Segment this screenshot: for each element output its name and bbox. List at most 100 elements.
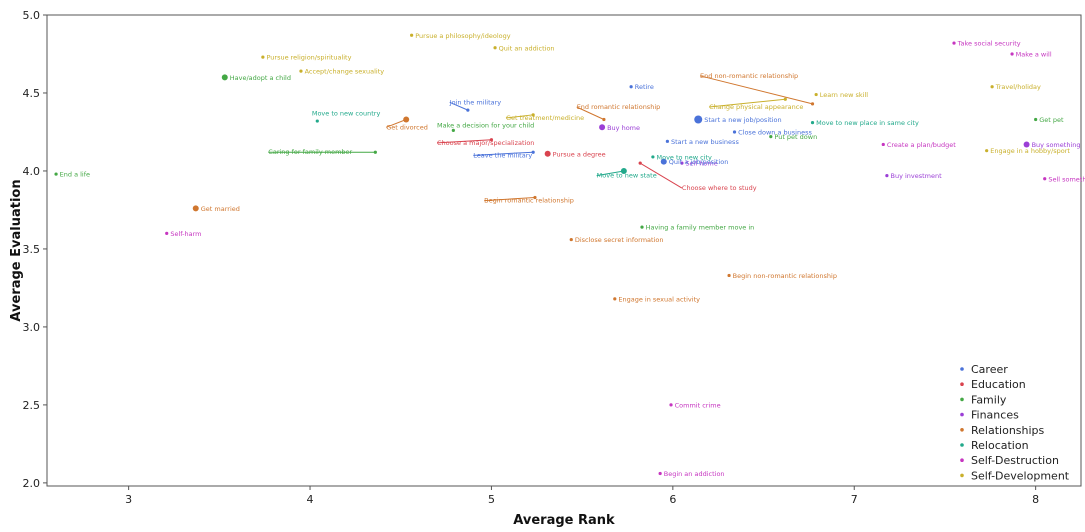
point-label: Engage in sexual activity (618, 295, 700, 303)
data-point (602, 117, 606, 122)
data-point (192, 205, 199, 212)
x-axis-title: Average Rank (513, 513, 615, 528)
data-point (732, 130, 737, 134)
point-label: Close down a business (738, 128, 812, 136)
point-label: Begin an addiction (664, 470, 725, 478)
data-point (665, 139, 670, 143)
data-point (727, 273, 731, 278)
data-point (599, 124, 606, 131)
point-label: Quit a job/position (669, 158, 729, 166)
data-point (1034, 117, 1038, 122)
leader-line (473, 151, 534, 156)
point-label: Create a plan/budget (887, 141, 956, 149)
point-labels: End a life Have/adopt a child Caring for f… (60, 32, 1085, 478)
point-label: Buy something (1032, 141, 1081, 149)
point-label: Having a family member move in (646, 224, 755, 232)
data-point (985, 149, 989, 153)
data-point (660, 158, 667, 165)
data-point (489, 138, 494, 142)
data-point (544, 150, 551, 157)
axis-ticks: 3 4 5 6 7 8 2.0 2.5 3.0 3.5 4.0 4.5 5.0 (23, 9, 1040, 506)
data-point (620, 167, 627, 174)
data-point (640, 225, 644, 229)
point-label: Disclose secret information (575, 236, 664, 244)
point-label: Commit crime (675, 401, 721, 409)
data-point (373, 150, 377, 154)
data-point (952, 41, 956, 45)
y-tick-label: 4.0 (23, 165, 41, 178)
leader-line (436, 139, 492, 144)
point-label: Pursue a degree (553, 150, 606, 158)
point-label: Self-harm (170, 230, 201, 238)
legend-label: Education (971, 378, 1026, 391)
point-label: End non-romantic relationship (700, 72, 798, 80)
data-point (221, 74, 228, 81)
legend-label: Self-Destruction (971, 454, 1059, 467)
y-tick-label: 3.0 (23, 321, 41, 334)
point-label: Move to new state (597, 172, 657, 180)
point-label: Make a decision for your child (437, 122, 534, 130)
point-label: Put pet down (774, 133, 817, 141)
y-tick-label: 5.0 (23, 9, 41, 22)
legend: Career Education Family Finances Relationshi… (960, 363, 1070, 482)
point-label: Buy investment (890, 172, 942, 180)
point-label: Start a new business (671, 138, 739, 146)
point-label: Learn new skill (820, 91, 868, 99)
leader-line (505, 114, 534, 119)
point-label: Begin non-romantic relationship (733, 272, 837, 280)
x-tick-label: 8 (1032, 493, 1039, 506)
legend-marker (960, 397, 964, 402)
point-label: Sell home (686, 160, 718, 168)
legend-marker (960, 458, 964, 463)
data-point (1023, 141, 1030, 148)
point-label: Begin romantic relationship (484, 197, 574, 205)
point-label: Choose where to study (682, 184, 757, 192)
leader-line (709, 98, 786, 108)
point-label: Sell something (1048, 175, 1085, 183)
point-label: Change physical appearance (709, 103, 803, 111)
legend-label: Finances (971, 409, 1019, 422)
legend-marker (960, 367, 964, 371)
leader-line (699, 75, 813, 105)
point-label: Pursue a philosophy/ideology (415, 32, 511, 40)
point-label: Choose a major/specialization (437, 139, 534, 147)
data-point (1010, 52, 1014, 56)
data-point (638, 161, 642, 165)
data-point (451, 128, 455, 133)
data-point (165, 231, 169, 235)
x-tick-label: 4 (307, 493, 314, 506)
legend-marker (960, 443, 964, 447)
leader-line (386, 119, 407, 128)
point-label: Move to new country (312, 109, 381, 117)
point-label: Get divorced (386, 123, 428, 131)
x-tick-label: 7 (851, 493, 858, 506)
point-label: Start a new job/position (704, 116, 781, 124)
point-label: Buy home (607, 124, 640, 132)
data-point (810, 102, 815, 106)
point-label: Take social security (957, 40, 1021, 48)
y-tick-label: 2.5 (23, 399, 41, 412)
data-point (466, 108, 470, 112)
legend-marker (960, 412, 964, 417)
legend-marker (960, 473, 964, 478)
legend-label: Career (971, 363, 1008, 376)
point-label: Quit an addiction (499, 44, 555, 52)
data-point (1043, 177, 1047, 181)
legend-label: Relocation (971, 439, 1029, 452)
legend-label: Relationships (971, 424, 1045, 437)
data-point (613, 297, 617, 301)
data-point (769, 135, 773, 139)
point-label: Move to new city (656, 153, 712, 161)
data-point (669, 403, 673, 407)
x-tick-label: 5 (488, 493, 495, 506)
y-tick-label: 3.5 (23, 243, 41, 256)
leader-line (596, 170, 624, 177)
data-point (783, 97, 787, 101)
y-tick-label: 4.5 (23, 87, 41, 100)
point-label: Accept/change sexuality (305, 68, 385, 76)
leader-line (639, 162, 683, 189)
data-point (315, 119, 319, 123)
data-point (531, 113, 535, 117)
